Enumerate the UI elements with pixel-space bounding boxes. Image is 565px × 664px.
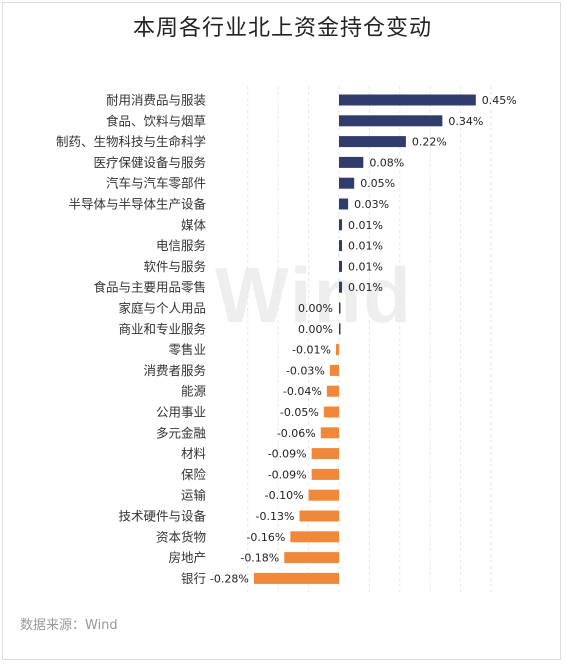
value-label: 0.08% bbox=[369, 156, 404, 169]
value-label: 0.22% bbox=[412, 136, 447, 149]
category-label: 运输 bbox=[181, 488, 207, 503]
value-label: -0.05% bbox=[280, 406, 319, 419]
bar bbox=[339, 323, 341, 335]
bar bbox=[339, 219, 343, 231]
category-label: 材料 bbox=[181, 446, 207, 461]
category-label: 食品、饮料与烟草 bbox=[106, 113, 206, 128]
bar bbox=[339, 115, 443, 127]
bar bbox=[311, 448, 339, 460]
bar bbox=[308, 489, 339, 501]
bar bbox=[339, 136, 406, 148]
value-label: 0.01% bbox=[348, 219, 383, 232]
category-label: 房地产 bbox=[168, 550, 206, 565]
value-label: -0.09% bbox=[268, 448, 307, 461]
value-label: -0.01% bbox=[292, 344, 331, 357]
value-label: -0.09% bbox=[268, 468, 307, 481]
bar bbox=[339, 177, 355, 189]
category-label: 零售业 bbox=[168, 342, 206, 357]
value-label: -0.16% bbox=[246, 531, 285, 544]
value-label: 0.01% bbox=[348, 240, 383, 253]
value-label: 0.00% bbox=[298, 302, 333, 315]
value-label: 0.00% bbox=[298, 323, 333, 336]
category-label: 食品与主要用品零售 bbox=[93, 280, 206, 295]
bar bbox=[320, 427, 339, 439]
bar bbox=[339, 302, 341, 314]
bar bbox=[339, 281, 343, 293]
bar bbox=[253, 572, 339, 584]
bar bbox=[335, 344, 339, 356]
bar bbox=[323, 406, 339, 418]
value-label: 0.05% bbox=[360, 177, 395, 190]
category-label: 家庭与个人用品 bbox=[118, 301, 206, 316]
category-label: 消费者服务 bbox=[143, 363, 206, 378]
category-label: 耐用消费品与服装 bbox=[106, 93, 206, 108]
value-label: -0.10% bbox=[265, 489, 304, 502]
value-label: 0.45% bbox=[482, 94, 517, 107]
category-label: 资本货物 bbox=[156, 529, 206, 544]
category-label: 电信服务 bbox=[156, 238, 206, 253]
category-label: 技术硬件与设备 bbox=[118, 509, 206, 524]
category-label: 多元金融 bbox=[156, 425, 207, 440]
category-label: 软件与服务 bbox=[143, 259, 206, 274]
bar bbox=[339, 156, 364, 168]
value-label: -0.13% bbox=[256, 510, 295, 523]
value-label: -0.03% bbox=[286, 364, 325, 377]
category-label: 银行 bbox=[181, 571, 206, 586]
category-label: 商业和专业服务 bbox=[118, 321, 206, 336]
category-label: 公用事业 bbox=[156, 405, 206, 420]
value-label: 0.03% bbox=[354, 198, 389, 211]
category-label: 半导体与半导体生产设备 bbox=[68, 197, 206, 212]
bar bbox=[290, 531, 339, 543]
value-label: 0.01% bbox=[348, 260, 383, 273]
value-label: -0.18% bbox=[240, 552, 279, 565]
value-label: -0.04% bbox=[283, 385, 322, 398]
bar bbox=[339, 240, 343, 252]
watermark-logo: Wind bbox=[215, 251, 413, 339]
bar bbox=[339, 94, 476, 106]
bar bbox=[339, 198, 349, 210]
bar bbox=[329, 364, 339, 376]
category-label: 汽车与汽车零部件 bbox=[106, 176, 206, 191]
chart-title: 本周各行业北上资金持仓变动 bbox=[132, 16, 432, 41]
value-label: 0.01% bbox=[348, 281, 383, 294]
source-note: 数据来源：Wind bbox=[20, 618, 118, 633]
bar bbox=[299, 510, 339, 522]
value-label: -0.06% bbox=[277, 427, 316, 440]
bar bbox=[339, 260, 343, 272]
bar bbox=[311, 468, 339, 480]
category-label: 医疗保健设备与服务 bbox=[93, 155, 206, 170]
category-label: 媒体 bbox=[181, 217, 207, 232]
value-label: 0.34% bbox=[448, 115, 483, 128]
category-label: 制药、生物科技与生命科学 bbox=[56, 134, 206, 149]
bar bbox=[326, 385, 339, 397]
bar bbox=[284, 552, 339, 564]
category-label: 保险 bbox=[181, 467, 207, 482]
value-label: -0.28% bbox=[210, 572, 249, 585]
category-label: 能源 bbox=[181, 384, 207, 399]
